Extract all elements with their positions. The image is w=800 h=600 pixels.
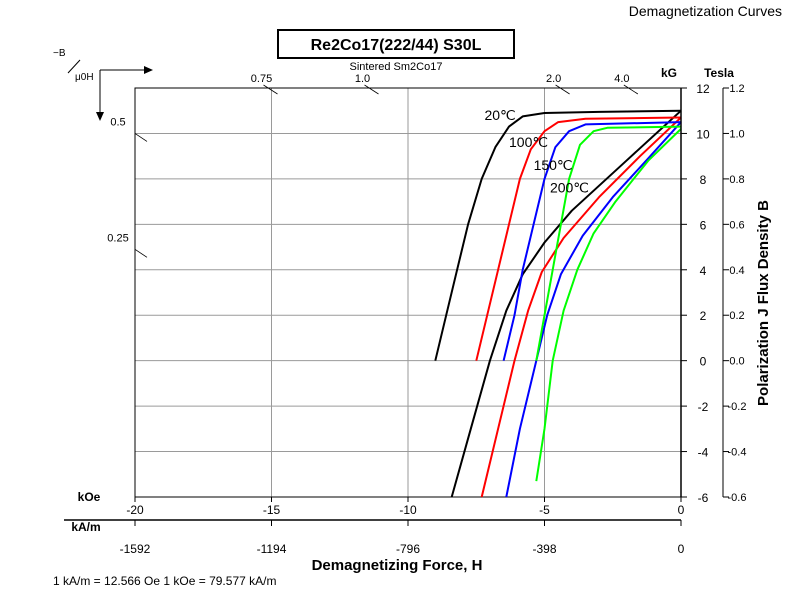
- kAm-tick-label: -1592: [120, 542, 151, 556]
- kOe-tick-label: 0: [678, 503, 685, 517]
- permeance-ticks: 0.75 1.0 2.0 4.0 0.5 0.25: [107, 73, 639, 258]
- chart-subtitle: Sintered Sm2Co17: [350, 61, 443, 73]
- permeance-label: 2.0: [546, 73, 561, 85]
- kOe-unit-label: kOe: [78, 490, 101, 504]
- curves: [434, 109, 682, 498]
- grid-lines: [134, 87, 682, 498]
- curve-label: 200℃: [550, 180, 589, 196]
- arrow-slash: [67, 59, 81, 74]
- y-arrow-head: [96, 112, 104, 121]
- curve-label: 20℃: [484, 107, 515, 123]
- curve-labels: 20℃ 100℃ 150℃ 200℃: [484, 107, 589, 196]
- tesla-tick-label: 1.2: [729, 83, 744, 95]
- tesla-tick-label: -0.4: [728, 447, 747, 459]
- kOe-tick-label: -15: [263, 503, 281, 517]
- tesla-tick-label: 0.6: [729, 219, 744, 231]
- tesla-tick-label: 0.8: [729, 174, 744, 186]
- series-0-J-curve: [434, 109, 682, 361]
- curve-label: 100℃: [509, 134, 548, 150]
- right-axis-ticks: 12 1.2 10 1.0 8 0.8 6 0.6 4 0.4 2 0.2 0 0.0 -2 -0.2 -4 -0…: [681, 82, 746, 505]
- x-axis-title: Demagnetizing Force, H: [312, 557, 483, 574]
- series-2-B-curve: [505, 121, 682, 498]
- kG-tick-label: -2: [698, 400, 709, 414]
- kG-tick-label: 2: [700, 309, 707, 323]
- kG-tick-label: 12: [696, 82, 710, 96]
- kAm-unit-label: kA/m: [71, 520, 100, 534]
- kG-tick-label: 10: [696, 127, 710, 141]
- permeance-label: 0.75: [251, 73, 272, 85]
- kAm-tick-label: -1194: [257, 542, 287, 556]
- tesla-tick-label: 1.0: [729, 128, 744, 140]
- permeance-tick-top: [263, 84, 278, 95]
- permeance-tick-top: [623, 84, 639, 95]
- kAm-tick-label: -398: [532, 542, 556, 556]
- corner-title: Demagnetization Curves: [629, 3, 782, 19]
- series-3-J-curve: [535, 125, 682, 361]
- kAm-tick-label: -796: [396, 542, 420, 556]
- kOe-tick-label: -10: [399, 503, 417, 517]
- kG-tick-label: 4: [700, 264, 707, 278]
- y-axis-title: Polarization J Flux Density B: [755, 200, 772, 406]
- permeance-tick-left: [134, 248, 148, 258]
- tesla-tick-label: 0.4: [729, 265, 744, 277]
- permeance-label: 1.0: [355, 73, 370, 85]
- series-2-J-curve: [502, 121, 682, 361]
- curve-label: 150℃: [534, 157, 573, 173]
- series-3-B-curve: [535, 128, 682, 482]
- tesla-tick-label: 0.0: [729, 356, 744, 368]
- kG-tick-label: 6: [700, 218, 707, 232]
- kG-tick-label: 0: [700, 355, 707, 369]
- permeance-label: 0.5: [110, 116, 125, 128]
- series-1-J-curve: [475, 116, 682, 361]
- x-symbol-label: μ0H: [75, 72, 94, 83]
- kAm-tick-label: 0: [678, 542, 685, 556]
- permeance-tick-top: [555, 84, 570, 95]
- bottom-axis-ticks: -20 -1592 -15 -1194 -10 -796 -5 -398 0 0: [120, 497, 685, 556]
- unit-footnote: 1 kA/m = 12.566 Oe 1 kOe = 79.577 kA/m: [53, 574, 276, 588]
- permeance-tick-left: [134, 133, 148, 142]
- title-box: [277, 29, 515, 59]
- y-symbol-label: −B: [53, 48, 66, 59]
- kG-tick-label: -4: [698, 446, 709, 460]
- tesla-tick-label: 0.2: [729, 310, 744, 322]
- kOe-tick-label: -5: [539, 503, 550, 517]
- kG-tick-label: -6: [698, 491, 709, 505]
- tesla-tick-label: -0.2: [728, 401, 747, 413]
- kG-tick-label: 8: [700, 173, 707, 187]
- kOe-tick-label: -20: [126, 503, 144, 517]
- x-arrow-head: [144, 66, 153, 74]
- permeance-label: 4.0: [614, 73, 629, 85]
- permeance-label: 0.25: [107, 232, 128, 244]
- chart-title: Re2Co17(222/44) S30L: [311, 37, 482, 54]
- tesla-unit-label: Tesla: [704, 66, 734, 80]
- tesla-tick-label: -0.6: [728, 492, 747, 504]
- series-1-B-curve: [480, 116, 682, 498]
- kG-unit-label: kG: [661, 66, 677, 80]
- permeance-tick-top: [364, 84, 379, 95]
